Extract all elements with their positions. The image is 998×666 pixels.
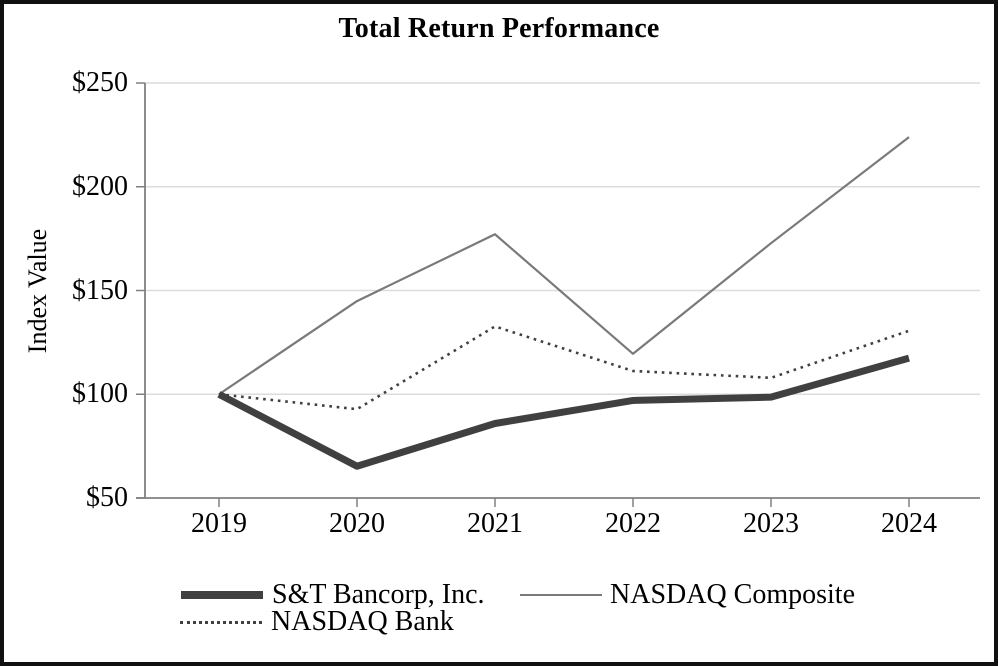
x-tick-label-2021: 2021 [467,508,523,539]
legend-label-st-bancorp: S&T Bancorp, Inc. [272,579,485,610]
y-tick-label-100: $100 [72,378,128,409]
y-tick-label-200: $200 [72,171,128,202]
legend-label-nasdaq-composite: NASDAQ Composite [610,579,856,610]
y-tick-label-150: $150 [72,275,128,306]
x-tick-label-2019: 2019 [191,508,247,539]
legend-label-nasdaq-bank: NASDAQ Bank [271,606,454,637]
dotted-line-swatch-icon [180,620,262,624]
x-tick-label-2024: 2024 [881,508,937,539]
legend-item-st-bancorp: S&T Bancorp, Inc. [181,578,485,612]
legend-item-nasdaq-bank: NASDAQ Bank [180,605,454,639]
y-tick-label-250: $250 [72,67,128,98]
chart-title: Total Return Performance [338,13,660,44]
y-tick-label-50: $50 [86,482,128,513]
thin-line-swatch-icon [520,594,602,596]
x-tick-label-2022: 2022 [605,508,661,539]
x-tick-label-2023: 2023 [743,508,799,539]
thick-line-swatch-icon [181,591,263,599]
x-tick-label-2020: 2020 [329,508,385,539]
legend-item-nasdaq-composite: NASDAQ Composite [520,578,855,612]
